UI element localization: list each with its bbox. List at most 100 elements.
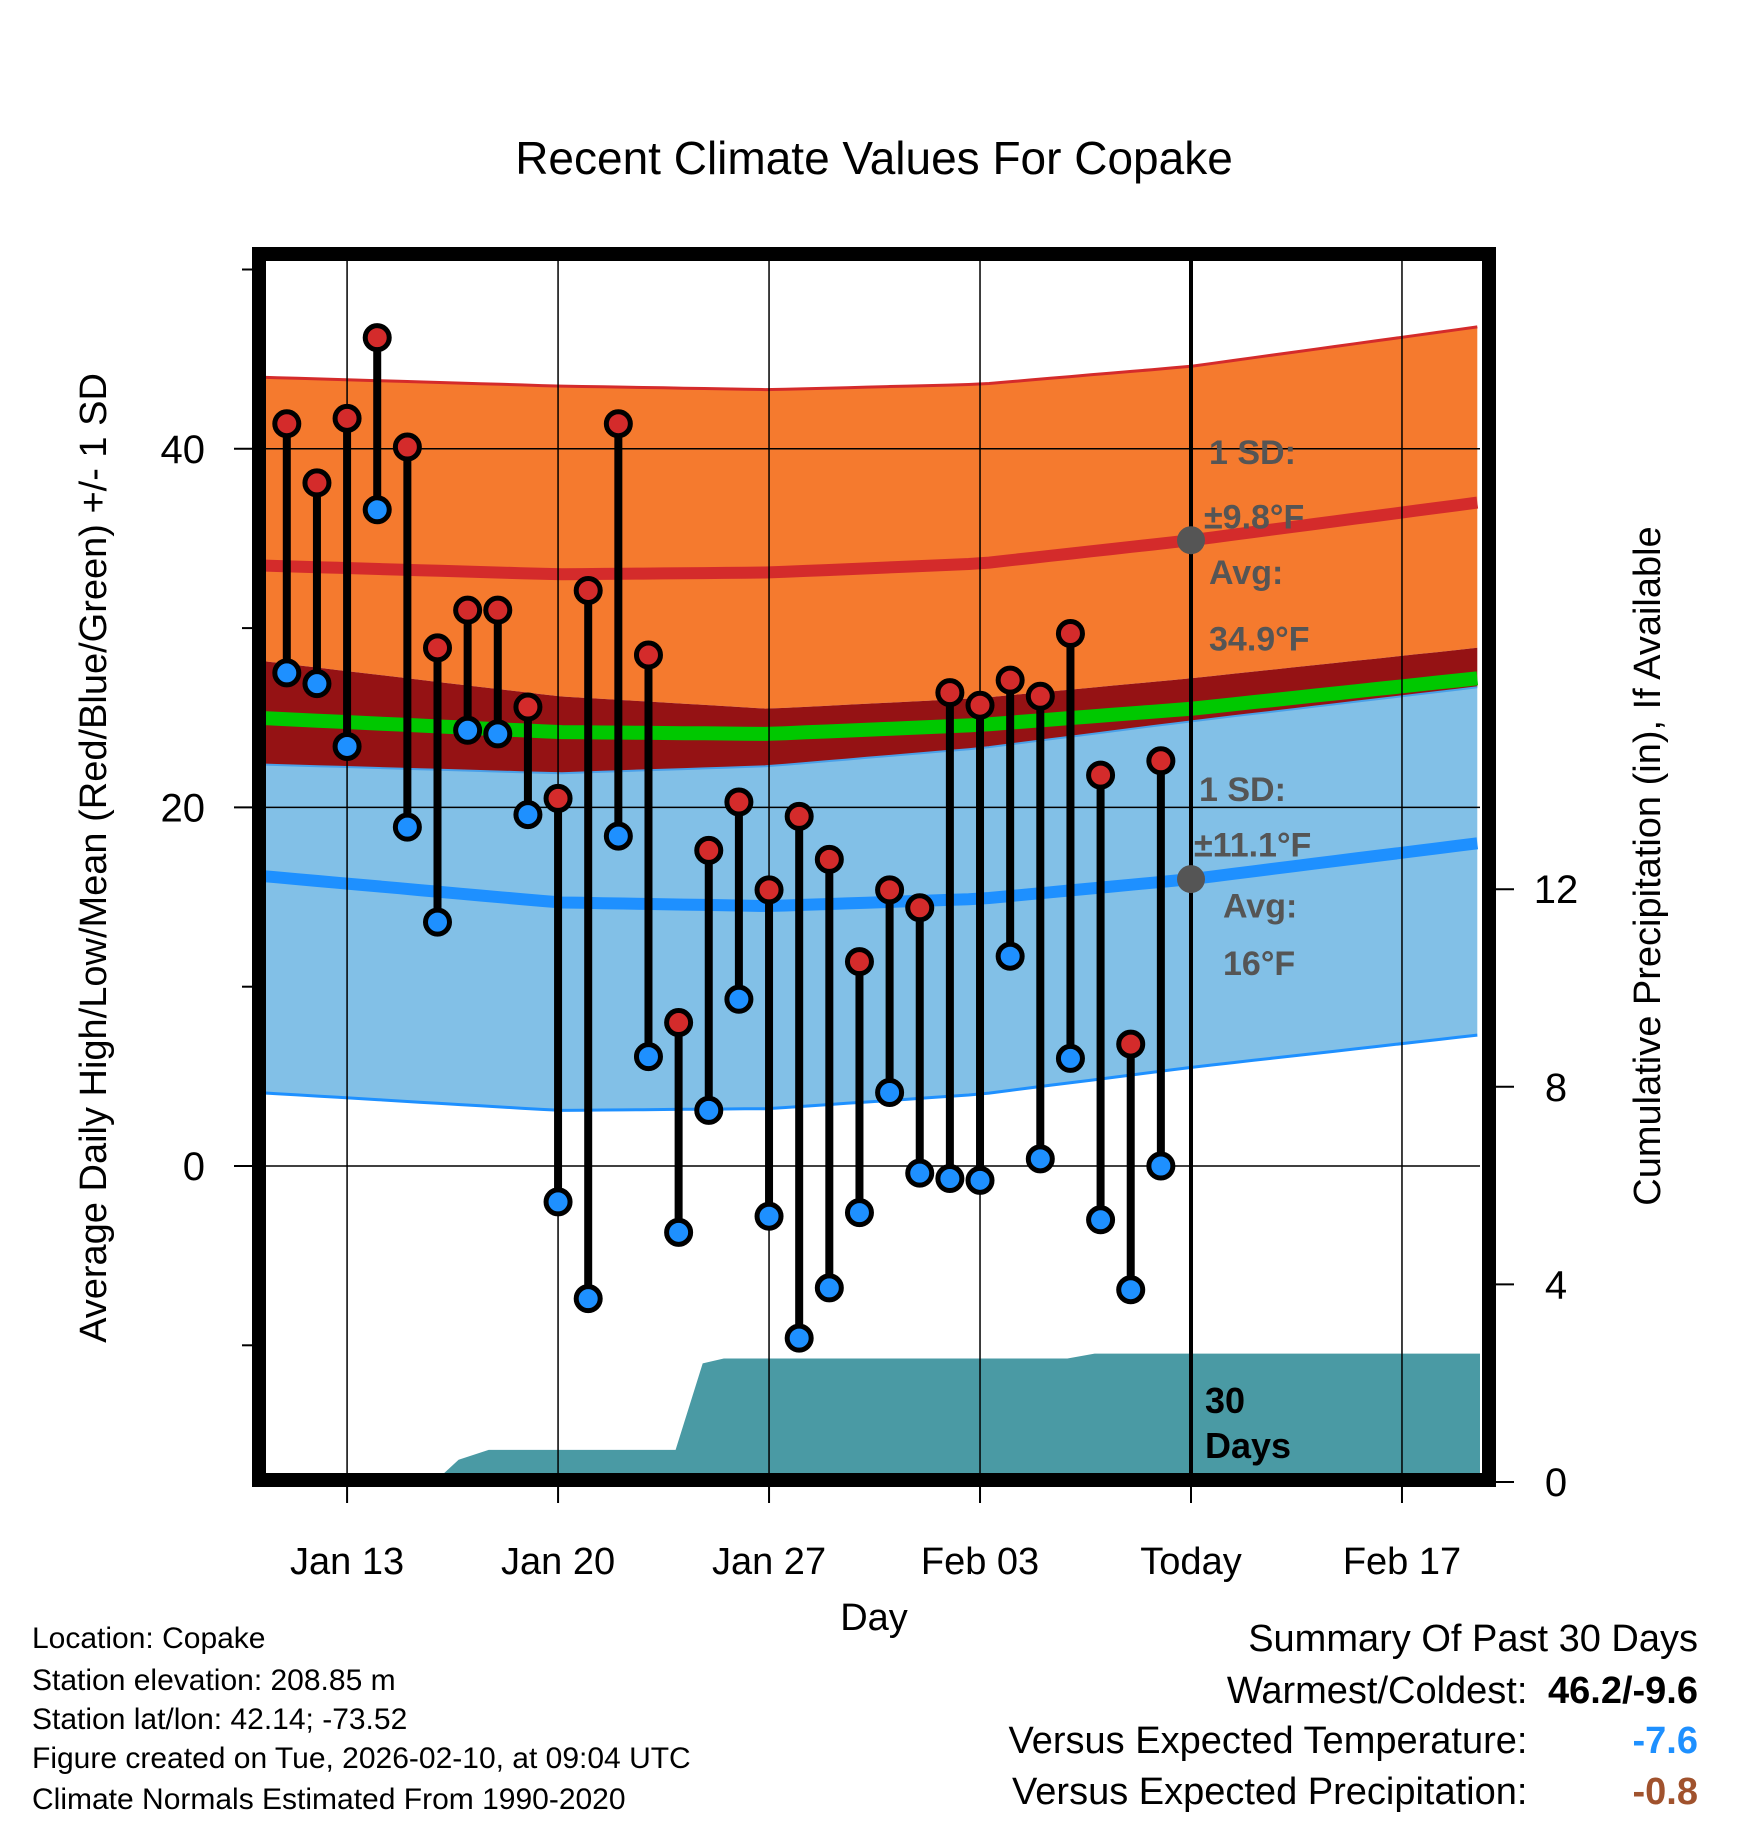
x-tick-label: Jan 27 bbox=[712, 1541, 826, 1583]
low-temp-point bbox=[965, 1165, 995, 1195]
low-temp-point bbox=[694, 1095, 724, 1125]
low-temp-point bbox=[603, 821, 633, 851]
low-temp-point bbox=[1116, 1275, 1146, 1305]
low-temp-point bbox=[392, 812, 422, 842]
low-temp-point bbox=[573, 1284, 603, 1314]
y-tick-label: 0 bbox=[183, 1145, 205, 1189]
high-temp-point bbox=[875, 875, 905, 905]
elevation-text: Station elevation: 208.85 m bbox=[32, 1664, 396, 1697]
today-low-avg-marker bbox=[1177, 865, 1205, 894]
high-upper-line bbox=[262, 325, 1478, 392]
low-temp-point bbox=[302, 669, 332, 699]
x-tick-label: Today bbox=[1140, 1541, 1241, 1583]
high-sd-value: ±9.8°F bbox=[1204, 498, 1304, 536]
low-avg-value: 16°F bbox=[1223, 945, 1295, 983]
summary-temp-anomaly: Versus Expected Temperature: -7.6 bbox=[1009, 1722, 1698, 1760]
x-axis-title: Day bbox=[840, 1597, 908, 1639]
period-number: 30 bbox=[1205, 1380, 1245, 1421]
low-temp-point bbox=[362, 495, 392, 525]
high-temp-point bbox=[483, 595, 513, 625]
high-temp-point bbox=[453, 595, 483, 625]
low-temp-point bbox=[724, 984, 754, 1014]
low-temp-point bbox=[1025, 1144, 1055, 1174]
high-temp-point bbox=[935, 678, 965, 708]
y-tick-label: 40 bbox=[161, 428, 206, 472]
high-temp-point bbox=[1055, 618, 1085, 648]
low-temp-point bbox=[905, 1158, 935, 1188]
created-text: Figure created on Tue, 2026-02-10, at 09… bbox=[32, 1742, 691, 1775]
today-high-avg-marker bbox=[1177, 526, 1205, 555]
low-temp-point bbox=[633, 1042, 663, 1072]
low-temp-point bbox=[1146, 1151, 1176, 1181]
temp-anomaly-value: -7.6 bbox=[1632, 1720, 1698, 1762]
y-tick-label: 20 bbox=[161, 786, 206, 830]
summary-title: Summary Of Past 30 Days bbox=[1248, 1618, 1698, 1660]
high-temp-point bbox=[1086, 760, 1116, 790]
y2-tick-label: 0 bbox=[1545, 1461, 1567, 1505]
latlon-text: Station lat/lon: 42.14; -73.52 bbox=[32, 1703, 408, 1736]
period-unit: Days bbox=[1205, 1425, 1291, 1466]
high-temp-point bbox=[694, 835, 724, 865]
high-temp-point bbox=[664, 1008, 694, 1038]
high-temp-point bbox=[332, 403, 362, 433]
location-text: Location: Copake bbox=[32, 1622, 266, 1655]
high-temp-point bbox=[754, 875, 784, 905]
low-sd-value: ±11.1°F bbox=[1194, 826, 1311, 864]
high-temp-point bbox=[392, 432, 422, 462]
overlap-band bbox=[262, 647, 1478, 774]
high-temp-point bbox=[905, 893, 935, 923]
low-temp-point bbox=[844, 1198, 874, 1228]
low-temp-point bbox=[814, 1273, 844, 1303]
x-tick-label: Jan 13 bbox=[290, 1541, 404, 1583]
high-temp-point bbox=[724, 787, 754, 817]
temp-anomaly-label: Versus Expected Temperature: bbox=[1008, 1720, 1528, 1762]
normals-text: Climate Normals Estimated From 1990-2020 bbox=[32, 1783, 626, 1816]
high-sd-band bbox=[262, 326, 1478, 709]
y2-axis-title: Cumulative Precipitation (in), If Availa… bbox=[1627, 526, 1669, 1205]
low-temp-point bbox=[453, 715, 483, 745]
x-tick-label: Jan 20 bbox=[501, 1541, 615, 1583]
low-temp-point bbox=[543, 1187, 573, 1217]
high-temp-point bbox=[543, 783, 573, 813]
low-temp-point bbox=[875, 1077, 905, 1107]
high-temp-point bbox=[1025, 681, 1055, 711]
summary-precip-anomaly: Versus Expected Precipitation: -0.8 bbox=[1012, 1773, 1698, 1811]
low-temp-point bbox=[784, 1323, 814, 1353]
x-tick-label: Feb 03 bbox=[921, 1541, 1039, 1583]
high-avg-value: 34.9°F bbox=[1209, 620, 1310, 658]
x-tick-label: Feb 17 bbox=[1343, 1541, 1461, 1583]
high-temp-point bbox=[603, 409, 633, 439]
high-avg-line bbox=[262, 496, 1479, 581]
low-upper-line bbox=[262, 686, 1478, 775]
low-temp-point bbox=[272, 658, 302, 688]
high-avg-label: Avg: bbox=[1209, 554, 1283, 592]
plot-frame bbox=[252, 247, 1496, 1487]
precip-anomaly-value: -0.8 bbox=[1632, 1771, 1698, 1813]
low-temp-point bbox=[513, 800, 543, 830]
low-avg-label: Avg: bbox=[1223, 887, 1297, 925]
high-temp-point bbox=[1146, 746, 1176, 776]
y2-tick-label: 12 bbox=[1534, 868, 1579, 912]
high-temp-point bbox=[362, 323, 392, 353]
precip-area bbox=[262, 1353, 1480, 1482]
low-temp-point bbox=[483, 719, 513, 749]
low-lower-line bbox=[262, 1033, 1478, 1112]
high-temp-point bbox=[272, 409, 302, 439]
high-temp-point bbox=[1116, 1029, 1146, 1059]
plot-area: 1 SD: ±9.8°F Avg: 34.9°F 1 SD: ±11.1°F Avg: 16°… bbox=[262, 252, 1480, 1482]
high-temp-point bbox=[814, 844, 844, 874]
warmest-coldest-value: 46.2/-9.6 bbox=[1548, 1670, 1698, 1712]
summary-warmest-coldest: Warmest/Coldest: 46.2/-9.6 bbox=[1227, 1672, 1698, 1710]
high-temp-point bbox=[423, 633, 452, 663]
low-temp-point bbox=[1055, 1043, 1085, 1073]
y2-tick-label: 4 bbox=[1545, 1263, 1567, 1307]
high-temp-point bbox=[633, 640, 663, 670]
high-temp-point bbox=[965, 690, 995, 720]
y2-tick-label: 8 bbox=[1545, 1066, 1567, 1110]
high-temp-point bbox=[784, 801, 814, 831]
chart-title: Recent Climate Values For Copake bbox=[515, 132, 1233, 184]
y-axis-title: Average Daily High/Low/Mean (Red/Blue/Gr… bbox=[73, 373, 115, 1343]
high-sd-label: 1 SD: bbox=[1209, 434, 1296, 472]
low-temp-point bbox=[935, 1164, 965, 1194]
